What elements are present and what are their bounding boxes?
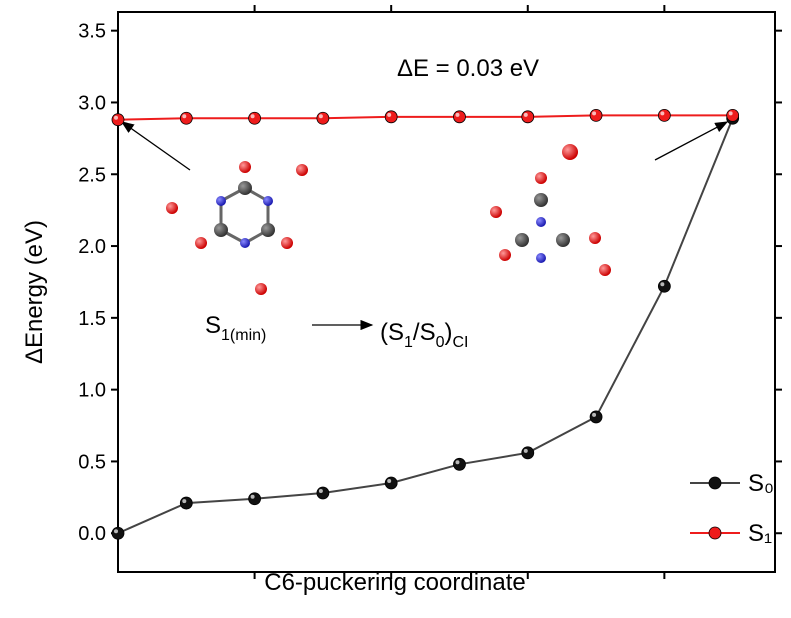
point <box>179 496 193 510</box>
y-tick-label: 1.0 <box>78 380 106 402</box>
molecule-images <box>166 144 611 295</box>
point <box>726 108 740 122</box>
legend-marker <box>708 476 722 490</box>
legend-label: S₀ <box>748 470 774 497</box>
point-highlight <box>660 282 665 287</box>
point <box>521 446 535 460</box>
annotation-text: S <box>205 312 221 339</box>
point-highlight <box>114 529 118 534</box>
point-highlight <box>182 114 187 119</box>
point-highlight <box>114 115 118 120</box>
point <box>316 486 330 500</box>
point-highlight <box>660 111 665 116</box>
annotation-text: ΔE = 0.03 eV <box>397 55 539 82</box>
series-line <box>117 114 733 121</box>
y-tick-label: 2.5 <box>78 164 106 186</box>
point-highlight <box>387 478 392 483</box>
plot-frame <box>117 11 776 573</box>
point <box>657 108 671 122</box>
point <box>453 457 466 471</box>
point <box>453 110 466 124</box>
y-tick-label: 3.5 <box>78 21 106 43</box>
point <box>111 526 125 540</box>
point-highlight <box>318 114 323 119</box>
point-highlight <box>592 111 597 116</box>
legend-label: S₁ <box>748 520 772 547</box>
point <box>248 492 261 506</box>
annotation-subscript: CI <box>453 334 469 351</box>
series-line <box>117 117 734 535</box>
y-tick-label: 2.0 <box>78 236 106 258</box>
arrow <box>120 121 191 171</box>
point <box>384 476 398 490</box>
annotation-text: (S <box>380 319 404 346</box>
legend-marker <box>708 526 722 540</box>
point-highlight <box>523 448 528 453</box>
point <box>111 113 125 127</box>
point-highlight <box>387 112 392 117</box>
point <box>657 279 671 293</box>
y-tick-label: 3.0 <box>78 92 106 114</box>
point-highlight <box>592 412 597 417</box>
point <box>521 110 535 124</box>
point-highlight <box>728 111 733 116</box>
point <box>179 111 193 125</box>
annotation-text: /S <box>413 319 436 346</box>
annotation-text: ) <box>445 319 453 346</box>
y-tick-label: 1.5 <box>78 308 106 330</box>
y-axis-title: ΔEnergy (eV) <box>21 220 48 364</box>
point <box>589 108 603 122</box>
point-highlight <box>523 112 528 117</box>
annotation: ΔE = 0.03 eV <box>397 55 539 82</box>
annotation-subscript: 1 <box>404 334 413 351</box>
x-axis-title: C6-puckering coordinate <box>264 569 525 596</box>
point <box>589 410 603 424</box>
point-highlight <box>250 494 255 499</box>
point-highlight <box>182 499 187 504</box>
point-highlight <box>455 112 460 117</box>
point <box>248 111 261 125</box>
annotation: S1(min) <box>205 312 266 344</box>
y-tick-label: 0.0 <box>78 523 106 545</box>
y-tick-label: 0.5 <box>78 451 106 473</box>
annotation-subscript: 0 <box>436 334 445 351</box>
arrow <box>654 121 729 161</box>
point-highlight <box>318 489 323 494</box>
annotation-subscript: 1(min) <box>221 327 266 344</box>
point-highlight <box>250 114 255 119</box>
point-highlight <box>455 460 460 465</box>
annotation: (S1/S0)CI <box>380 319 469 351</box>
point <box>316 111 330 125</box>
point <box>384 110 398 124</box>
